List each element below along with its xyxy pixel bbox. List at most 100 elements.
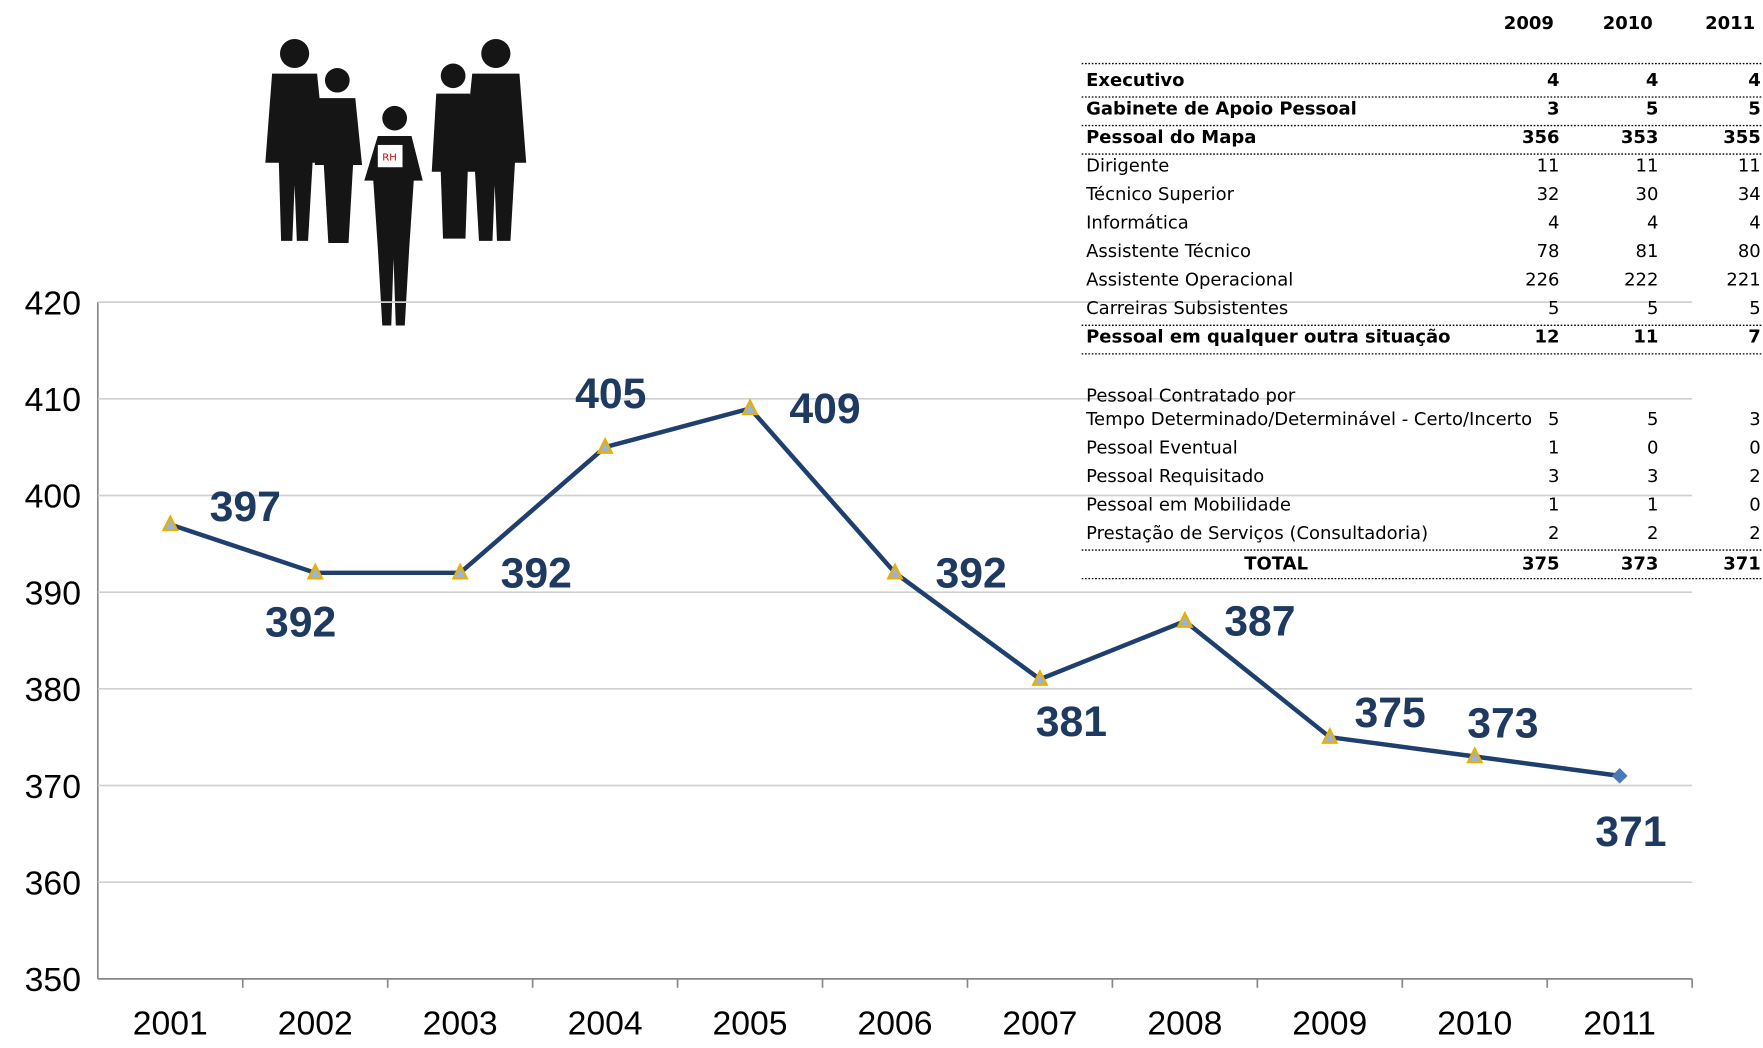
row-label: Assistente Operacional <box>1086 270 1293 291</box>
row-label: Pessoal do Mapa <box>1086 127 1256 148</box>
cell: 5 <box>1748 98 1761 119</box>
cell: 5 <box>1646 98 1659 119</box>
y-tick-label: 410 <box>25 382 81 419</box>
cell: 4 <box>1647 213 1658 234</box>
cell: 1 <box>1548 437 1559 458</box>
data-label: 397 <box>210 483 281 531</box>
cell: 4 <box>1646 70 1659 91</box>
cell: 32 <box>1537 184 1560 205</box>
cell: 221 <box>1726 270 1760 291</box>
x-tick-label: 2008 <box>1147 1006 1222 1043</box>
x-tick-label: 2009 <box>1292 1006 1367 1043</box>
cell: 11 <box>1633 327 1658 348</box>
row-label: Gabinete de Apoio Pessoal <box>1086 98 1357 119</box>
cell: 12 <box>1534 327 1559 348</box>
cell: 373 <box>1621 554 1659 575</box>
cell: 5 <box>1548 298 1559 319</box>
cell: 5 <box>1647 298 1658 319</box>
cell: 3 <box>1749 409 1760 430</box>
x-tick-label: 2007 <box>1002 1006 1077 1043</box>
data-label: 387 <box>1224 598 1295 646</box>
column-header: 2009 <box>1504 13 1554 34</box>
cell: 2 <box>1749 466 1760 487</box>
y-tick-label: 370 <box>25 769 81 806</box>
cell: 226 <box>1525 270 1559 291</box>
x-tick-label: 2002 <box>278 1006 353 1043</box>
cell: 81 <box>1636 241 1659 262</box>
cell: 5 <box>1647 409 1658 430</box>
cell: 5 <box>1749 298 1760 319</box>
cell: 375 <box>1522 554 1560 575</box>
cell: 222 <box>1624 270 1658 291</box>
row-label: Assistente Técnico <box>1086 241 1251 262</box>
cell: 78 <box>1537 241 1560 262</box>
data-label: 392 <box>501 549 572 597</box>
data-label: 409 <box>789 385 860 433</box>
y-tick-label: 380 <box>25 672 81 709</box>
svg-text:RH: RH <box>382 153 397 164</box>
cell: 1 <box>1548 494 1559 515</box>
data-label: 373 <box>1467 700 1538 748</box>
data-label: 392 <box>935 549 1006 597</box>
marker <box>1178 613 1191 626</box>
y-tick-label: 400 <box>25 479 81 516</box>
y-tick-label: 350 <box>25 962 81 999</box>
row-label-line: Tempo Determinado/Determinável - Certo/I… <box>1085 409 1532 430</box>
row-label: Informática <box>1086 213 1189 234</box>
x-tick-label: 2004 <box>568 1006 643 1043</box>
x-tick-label: 2001 <box>133 1006 208 1043</box>
cell: 11 <box>1636 156 1659 177</box>
row-label: Dirigente <box>1086 156 1169 177</box>
row-label: Pessoal Contratado por Tempo Determinado/… <box>1085 385 1532 429</box>
cell: 371 <box>1723 554 1761 575</box>
data-label: 392 <box>265 599 336 647</box>
cell: 353 <box>1621 127 1659 148</box>
data-label: 405 <box>575 370 646 418</box>
column-header: 2011 <box>1705 13 1755 34</box>
cell: 11 <box>1738 156 1761 177</box>
cell: 7 <box>1748 327 1761 348</box>
chart: RH 3503603703803904004104202001200220032… <box>0 0 1763 1048</box>
row-label: Executivo <box>1086 70 1184 91</box>
cell: 4 <box>1749 213 1760 234</box>
x-tick-label: 2003 <box>423 1006 498 1043</box>
row-label: Carreiras Subsistentes <box>1086 298 1288 319</box>
cell: 30 <box>1636 184 1659 205</box>
row-label: Pessoal em qualquer outra situação <box>1086 327 1450 348</box>
row-label: Técnico Superior <box>1085 184 1235 205</box>
cell: 2 <box>1749 523 1760 544</box>
row-label: Prestação de Serviços (Consultadoria) <box>1086 523 1428 544</box>
row-label: Pessoal em Mobilidade <box>1086 494 1291 515</box>
cell: 4 <box>1748 70 1761 91</box>
cell: 1 <box>1647 494 1658 515</box>
x-tick-label: 2011 <box>1583 1006 1656 1043</box>
y-tick-label: 360 <box>25 866 81 903</box>
marker <box>164 517 177 530</box>
column-header: 2010 <box>1603 13 1653 34</box>
row-label: Pessoal Eventual <box>1086 437 1238 458</box>
cell: 34 <box>1738 184 1761 205</box>
x-tick-label: 2006 <box>857 1006 932 1043</box>
row-label-line: Pessoal Contratado por <box>1086 385 1296 406</box>
cell: 3 <box>1647 466 1658 487</box>
x-tick-label: 2005 <box>713 1006 788 1043</box>
cell: 4 <box>1547 70 1560 91</box>
cell: 356 <box>1522 127 1560 148</box>
row-label: Pessoal Requisitado <box>1086 466 1264 487</box>
cell: 4 <box>1548 213 1559 234</box>
y-tick-label: 390 <box>25 576 81 613</box>
x-tick-label: 2010 <box>1437 1006 1512 1043</box>
cell: 2 <box>1548 523 1559 544</box>
cell: 3 <box>1548 466 1559 487</box>
marker <box>743 401 756 414</box>
cell: 3 <box>1547 98 1560 119</box>
y-tick-label: 420 <box>25 286 81 323</box>
cell: 2 <box>1647 523 1658 544</box>
data-label: 375 <box>1355 689 1426 737</box>
cell: 11 <box>1537 156 1560 177</box>
people-illustration: RH <box>265 39 526 326</box>
cell: 0 <box>1647 437 1658 458</box>
data-label: 371 <box>1595 808 1666 856</box>
data-label: 381 <box>1036 698 1107 746</box>
